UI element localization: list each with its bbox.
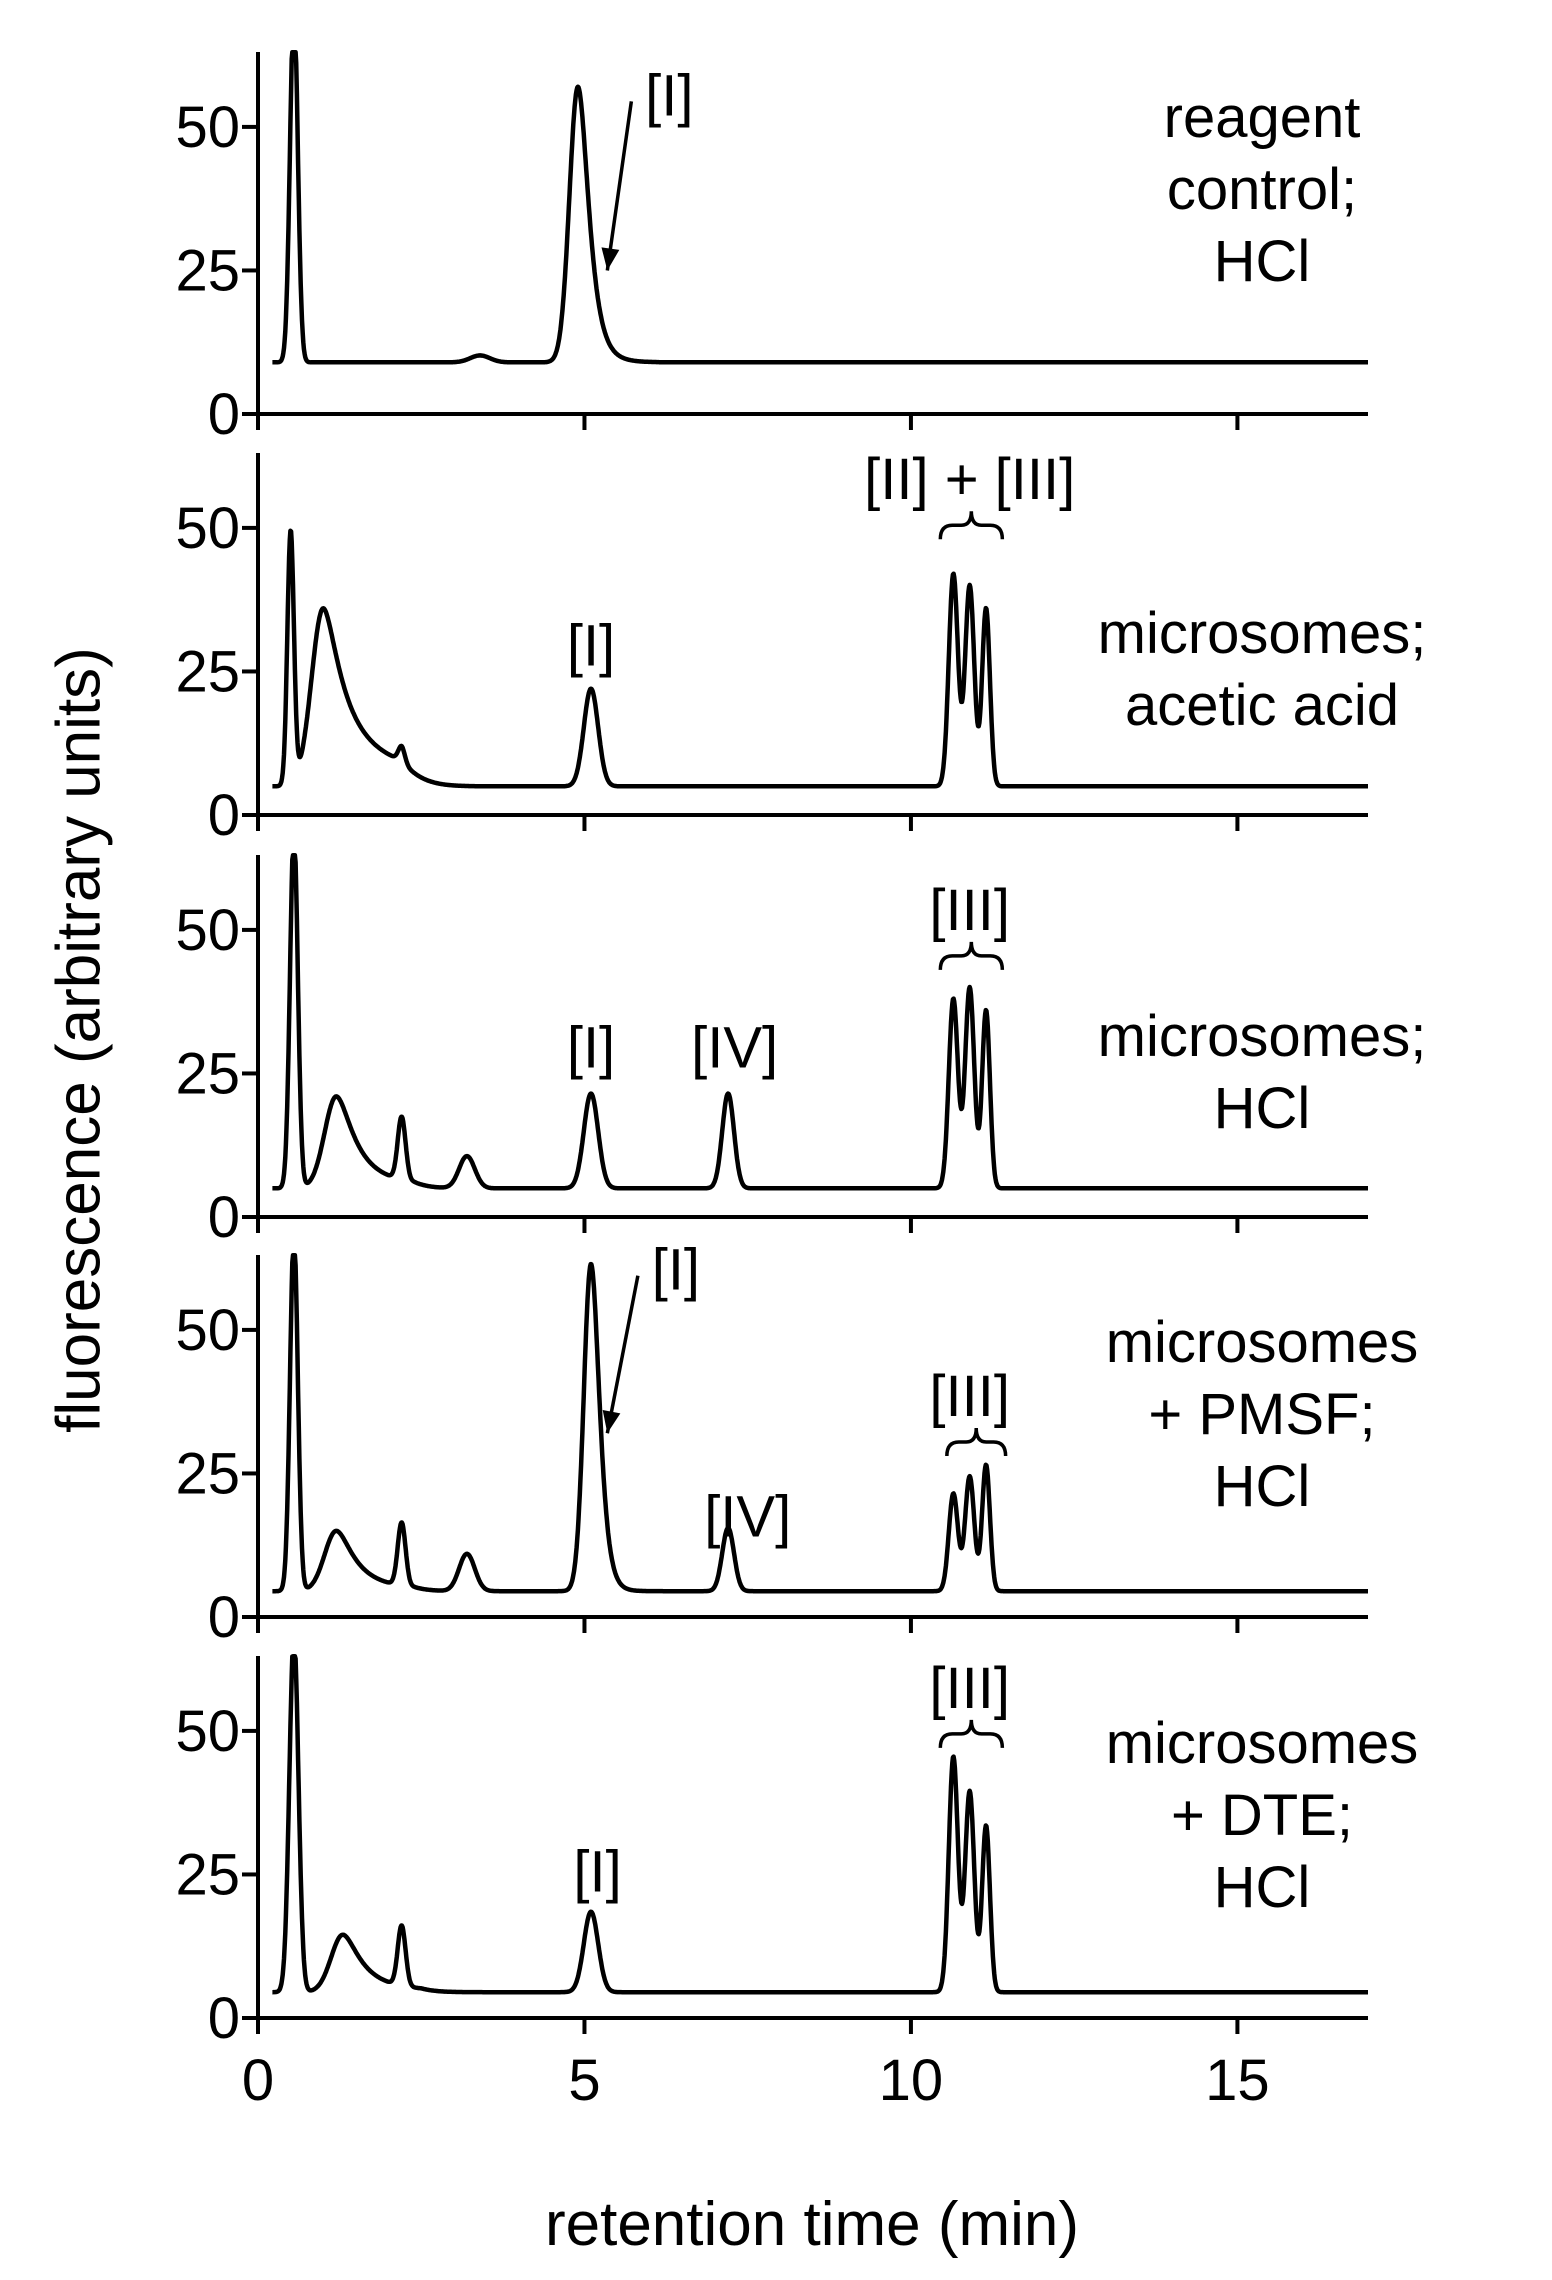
y-tick-label: 25	[175, 639, 240, 704]
peak-label: [I]	[567, 614, 615, 679]
condition-label: + DTE;	[1171, 1783, 1353, 1848]
arrow-head	[601, 247, 620, 271]
y-tick-label: 25	[175, 1041, 240, 1106]
y-tick-label: 50	[175, 898, 240, 963]
chromatogram-panel: 0 25 50 microsomes; HCl [I] [IV] [III]	[175, 853, 1427, 1250]
chromatogram-panel: 0 25 50 microsomes + PMSF; HCl [I] [IV] [III]	[175, 1238, 1418, 1650]
condition-label: reagent	[1164, 85, 1361, 150]
y-tick-label: 0	[208, 1585, 240, 1650]
chromatogram-trace	[270, 50, 1370, 365]
y-axis-label: fluorescence (arbitrary units)	[44, 647, 113, 1433]
x-tick-label: 15	[1205, 2048, 1270, 2113]
y-tick-label: 0	[208, 1185, 240, 1250]
chromatogram-panel: 0 25 50 microsomes; acetic acid [I] [II] + [II…	[175, 447, 1426, 848]
y-tick-label: 50	[175, 1298, 240, 1363]
condition-label: HCl	[1214, 1855, 1311, 1920]
condition-label: microsomes	[1106, 1310, 1419, 1375]
y-tick-label: 0	[208, 783, 240, 848]
peak-group-brace	[938, 941, 1005, 970]
peak-label: [III]	[929, 878, 1010, 943]
condition-label: microsomes;	[1098, 601, 1427, 666]
peak-group-brace	[938, 1719, 1005, 1749]
condition-label: control;	[1167, 157, 1357, 222]
peak-label: [IV]	[691, 1016, 778, 1081]
peak-label: [IV]	[704, 1485, 791, 1550]
peak-group-brace	[938, 511, 1005, 540]
x-axis-label: retention time (min)	[545, 2190, 1079, 2259]
chromatogram-trace	[270, 853, 1370, 1191]
peak-label: [I]	[573, 1840, 621, 1905]
arrow-head	[602, 1409, 621, 1434]
condition-label: + PMSF;	[1148, 1382, 1375, 1447]
chromatogram-panel: 0 25 50 0 5 10 15 microsomes + DTE; HCl [I] [III]	[175, 1654, 1419, 2113]
x-tick-label: 10	[879, 2048, 944, 2113]
peak-group-brace	[945, 1427, 1008, 1457]
condition-label: HCl	[1214, 229, 1311, 294]
peak-label: [I]	[567, 1016, 615, 1081]
y-tick-label: 50	[175, 95, 240, 160]
x-tick-label: 0	[242, 2048, 274, 2113]
condition-label: microsomes	[1106, 1711, 1419, 1776]
peak-label: [III]	[929, 1364, 1010, 1429]
peak-arrow	[605, 101, 634, 271]
y-tick-label: 0	[208, 1986, 240, 2051]
y-tick-label: 50	[175, 1699, 240, 1764]
condition-label: microsomes;	[1098, 1004, 1427, 1069]
peak-label: [II] + [III]	[864, 447, 1075, 512]
y-tick-label: 0	[208, 382, 240, 447]
y-tick-label: 25	[175, 238, 240, 303]
condition-label: HCl	[1214, 1454, 1311, 1519]
y-tick-label: 50	[175, 496, 240, 561]
condition-label: acetic acid	[1125, 673, 1399, 738]
condition-label: HCl	[1214, 1076, 1311, 1141]
chromatogram-trace	[270, 528, 1370, 789]
x-tick-label: 5	[568, 2048, 600, 2113]
peak-label: [III]	[929, 1656, 1010, 1721]
y-tick-label: 25	[175, 1441, 240, 1506]
y-tick-label: 25	[175, 1842, 240, 1907]
peak-label: [I]	[645, 63, 693, 128]
chromatogram-panel: 0 25 50 reagent control; HCl [I]	[175, 50, 1370, 447]
peak-label: [I]	[652, 1238, 700, 1303]
chromatogram-trace	[270, 1253, 1370, 1594]
peak-arrow	[605, 1275, 640, 1434]
chromatogram-trace	[270, 1654, 1370, 1995]
